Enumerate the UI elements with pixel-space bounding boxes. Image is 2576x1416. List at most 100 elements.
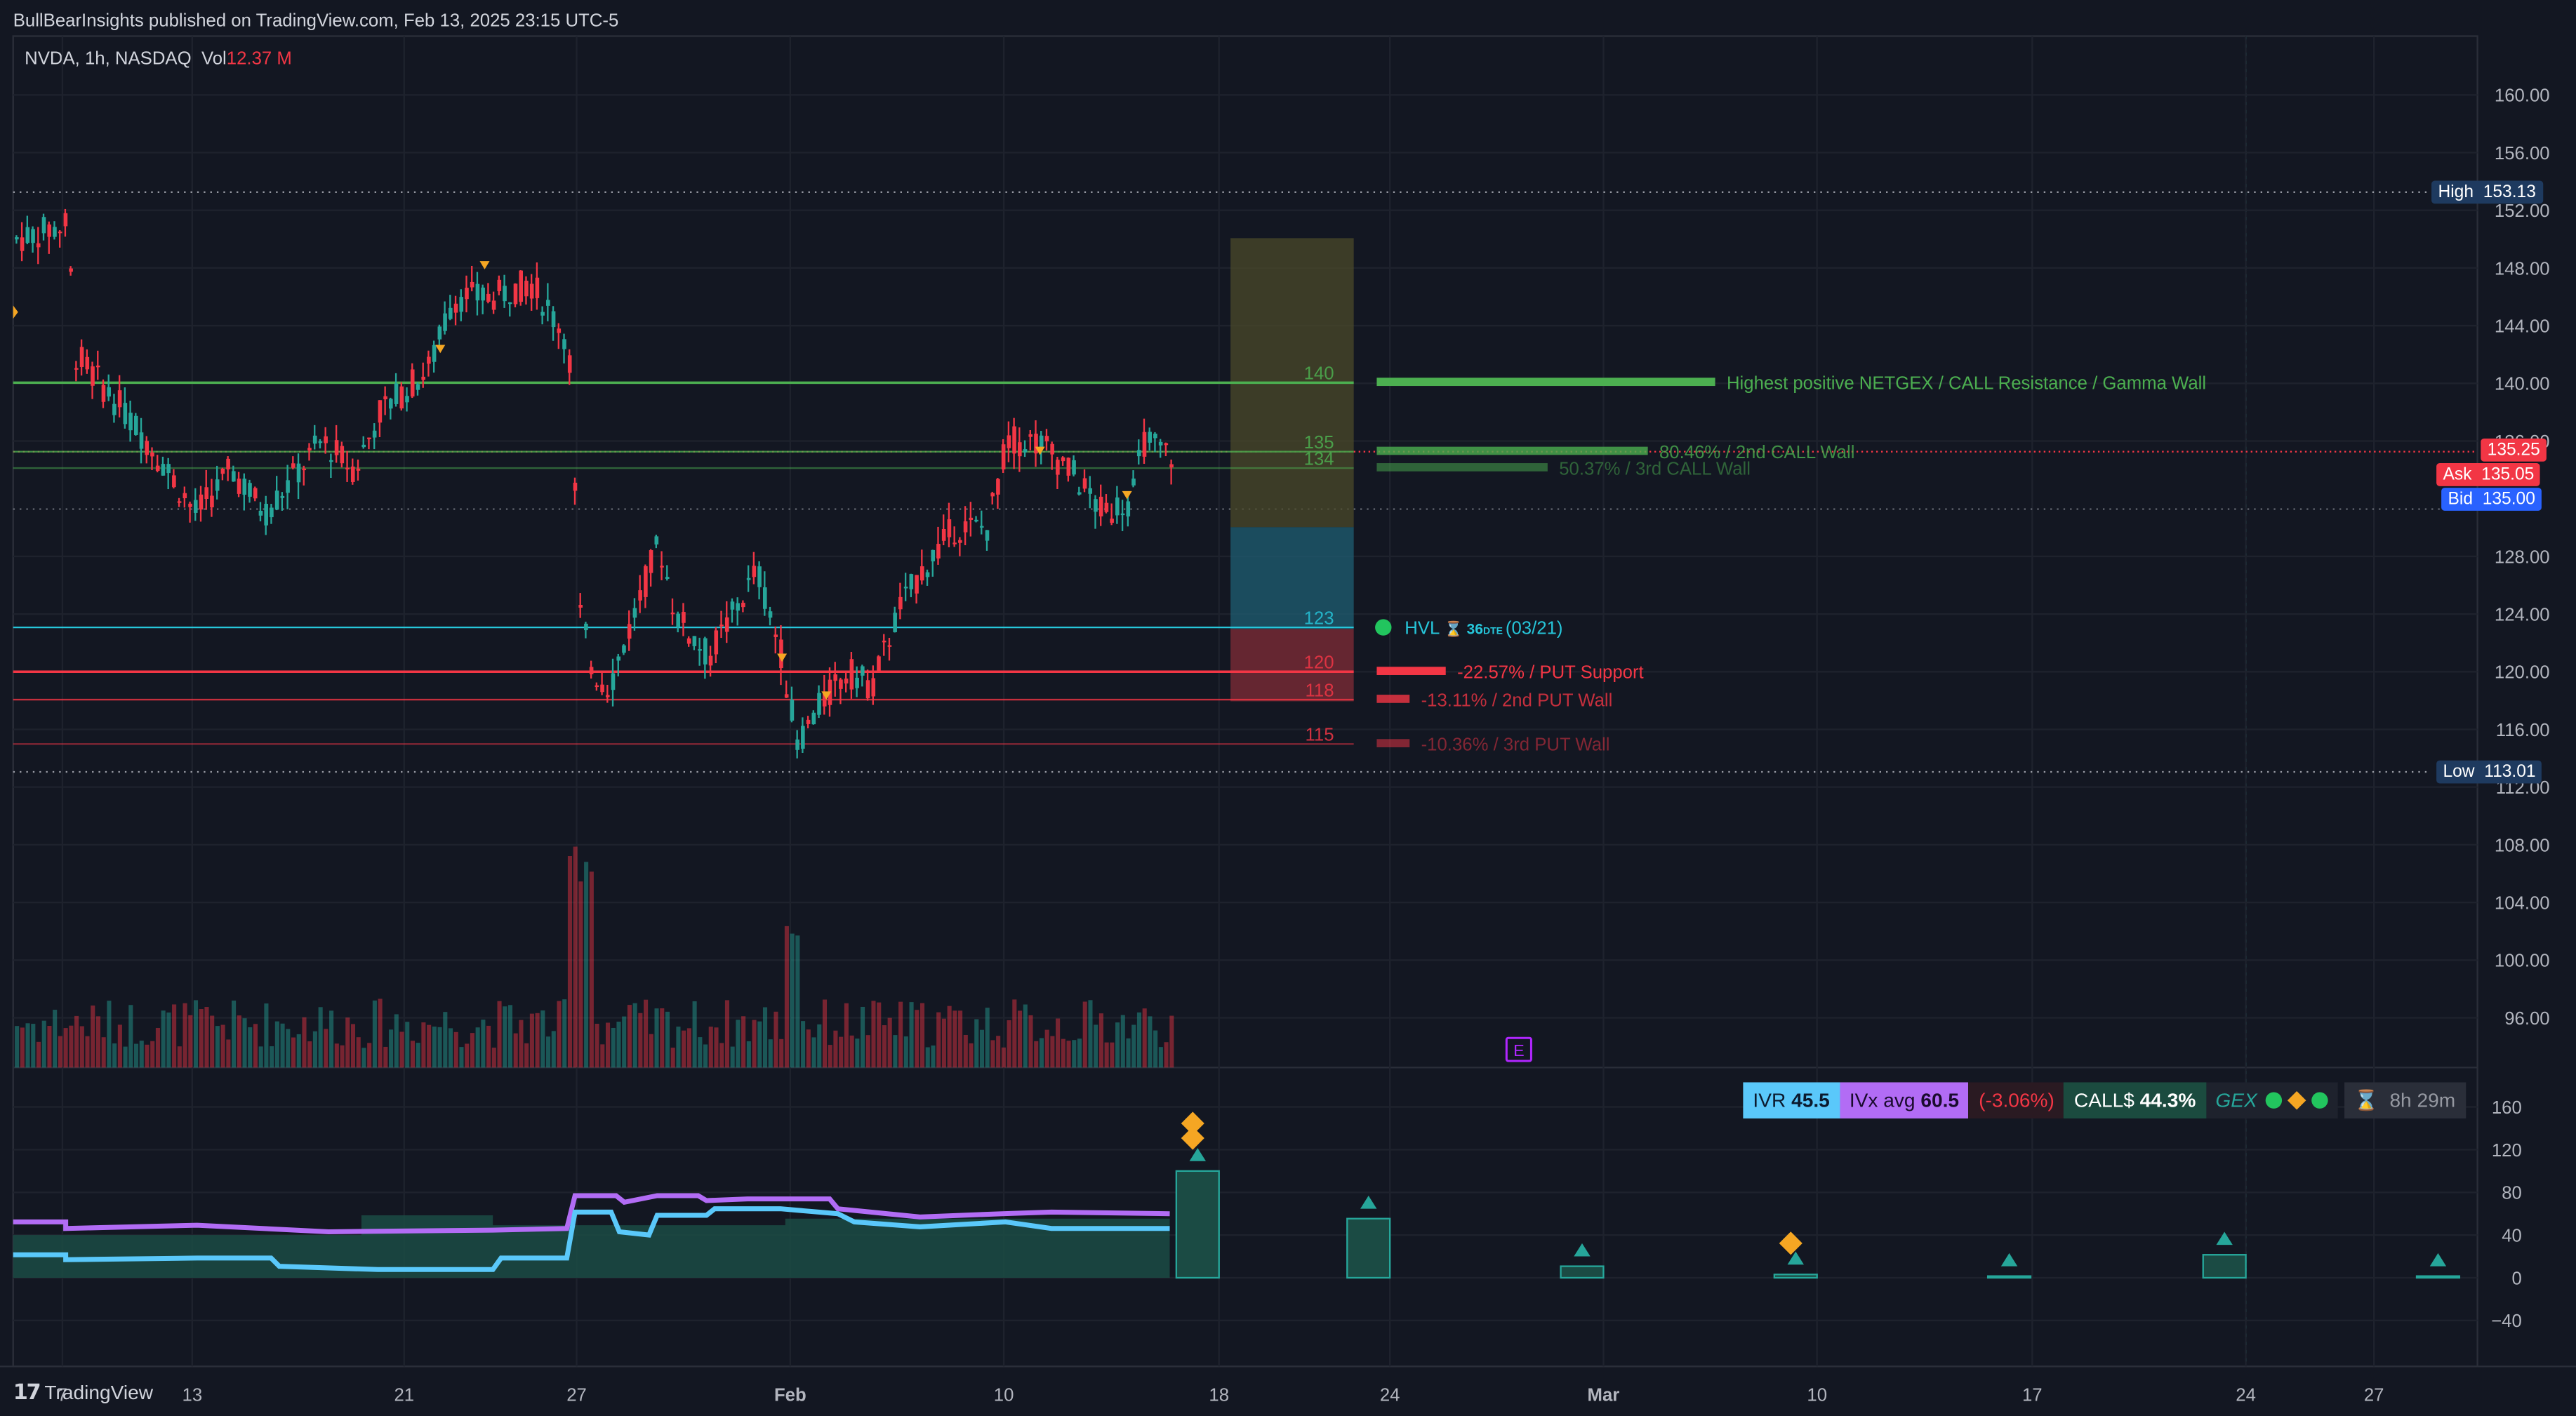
candle-body bbox=[915, 575, 919, 594]
iv-line bbox=[13, 1206, 1170, 1272]
candle-body bbox=[768, 611, 773, 618]
candle-body bbox=[161, 464, 166, 476]
candle-body bbox=[101, 385, 106, 402]
volume-bar bbox=[264, 1003, 269, 1068]
volume-bar bbox=[53, 1010, 58, 1068]
candle-body bbox=[340, 446, 345, 464]
volume-bar bbox=[600, 1044, 605, 1068]
candle-body bbox=[1158, 441, 1163, 446]
volume-bar bbox=[1023, 1004, 1028, 1068]
volume-bar bbox=[849, 1035, 854, 1068]
candle-body bbox=[898, 596, 903, 610]
candle-body bbox=[372, 430, 377, 438]
volume-bar bbox=[682, 1030, 686, 1068]
volume-bar bbox=[752, 1020, 757, 1068]
candle-body bbox=[947, 519, 952, 537]
candle-body bbox=[253, 488, 258, 499]
iv-indicator: E bbox=[13, 1036, 2461, 1279]
volume-bar bbox=[622, 1016, 627, 1068]
volume-bar bbox=[1094, 1024, 1098, 1068]
signal-marker-icon bbox=[1035, 446, 1045, 455]
candle-body bbox=[708, 655, 713, 666]
volume-bar bbox=[919, 1003, 925, 1068]
volume-bar bbox=[741, 1016, 746, 1068]
volume-bar bbox=[399, 1031, 404, 1068]
gex-bar bbox=[1773, 1274, 1818, 1279]
volume-bar bbox=[31, 1024, 36, 1068]
candle-body bbox=[394, 383, 399, 404]
volume-bar bbox=[405, 1022, 410, 1068]
symbol-legend[interactable]: NVDA, 1h, NASDAQ Vol12.37 M bbox=[25, 49, 292, 69]
price-tick: 100.00 bbox=[2495, 951, 2550, 971]
tradingview-brand[interactable]: 𝟭𝟳 TradingView bbox=[13, 1380, 153, 1405]
volume-bar bbox=[123, 1046, 128, 1068]
volume-value: 12.37 M bbox=[226, 49, 292, 69]
volume-bar bbox=[448, 1028, 453, 1068]
candle-body bbox=[74, 368, 79, 370]
last-price-label: 135.25 bbox=[2481, 438, 2547, 462]
gex-area bbox=[13, 1215, 1170, 1278]
candle-body bbox=[503, 286, 507, 302]
candle-body bbox=[1050, 443, 1054, 455]
volume-bar bbox=[427, 1024, 432, 1068]
volume-bar bbox=[237, 1015, 241, 1068]
high-label: High 153.13 bbox=[2431, 180, 2543, 204]
candle-body bbox=[519, 270, 524, 302]
candle-body bbox=[1136, 450, 1141, 457]
price-tick: 124.00 bbox=[2495, 605, 2550, 624]
candle-body bbox=[416, 384, 420, 390]
candle-body bbox=[622, 645, 626, 653]
volume-bar bbox=[513, 1033, 518, 1068]
candle-body bbox=[1169, 464, 1174, 468]
volume-bar bbox=[936, 1012, 941, 1068]
candle-body bbox=[470, 281, 474, 288]
volume-bar bbox=[459, 1047, 464, 1068]
volume-bar bbox=[882, 1025, 887, 1068]
candle-body bbox=[421, 376, 425, 380]
candle-body bbox=[990, 493, 995, 497]
volume-bar bbox=[329, 1010, 334, 1068]
candle-body bbox=[107, 387, 111, 397]
candle-body bbox=[63, 213, 68, 227]
volume-bar bbox=[644, 999, 649, 1068]
volume-bar bbox=[903, 1036, 908, 1068]
candle-body bbox=[1164, 443, 1169, 446]
volume-bar bbox=[1056, 1018, 1061, 1068]
candle-body bbox=[686, 638, 691, 644]
signal-marker-icon bbox=[435, 345, 446, 354]
candle-body bbox=[166, 464, 171, 474]
candle-body bbox=[204, 487, 209, 499]
candle-body bbox=[741, 603, 745, 608]
indicator-tick: 40 bbox=[2502, 1226, 2522, 1245]
earnings-marker: E bbox=[1513, 1041, 1525, 1060]
volume-bar bbox=[150, 1041, 155, 1068]
gex-bar bbox=[1560, 1265, 1605, 1279]
candle-body bbox=[605, 695, 610, 697]
candle-body bbox=[361, 444, 366, 448]
candle-body bbox=[1098, 496, 1103, 516]
candle-body bbox=[595, 685, 599, 688]
candle-body bbox=[145, 441, 150, 455]
volume-bar bbox=[567, 856, 572, 1068]
volume-bar bbox=[372, 1000, 377, 1068]
candle-body bbox=[1039, 435, 1044, 449]
volume-bar bbox=[69, 1025, 74, 1068]
candle-body bbox=[919, 566, 924, 581]
time-tick: Mar bbox=[1588, 1386, 1620, 1405]
candle-body bbox=[861, 666, 865, 676]
candle-body bbox=[79, 347, 84, 367]
volume-bar bbox=[74, 1015, 79, 1068]
candle-body bbox=[746, 577, 751, 580]
volume-bar bbox=[112, 1043, 117, 1068]
volume-bar bbox=[595, 1024, 599, 1068]
candle-body bbox=[573, 482, 578, 491]
volume-bar bbox=[627, 1005, 632, 1068]
time-tick: 27 bbox=[2364, 1386, 2384, 1405]
volume-bar bbox=[356, 1037, 361, 1068]
candle-body bbox=[36, 243, 41, 248]
volume-bar bbox=[540, 1010, 545, 1068]
gex-box: GEX bbox=[2205, 1082, 2338, 1118]
candle-body bbox=[1018, 442, 1022, 457]
